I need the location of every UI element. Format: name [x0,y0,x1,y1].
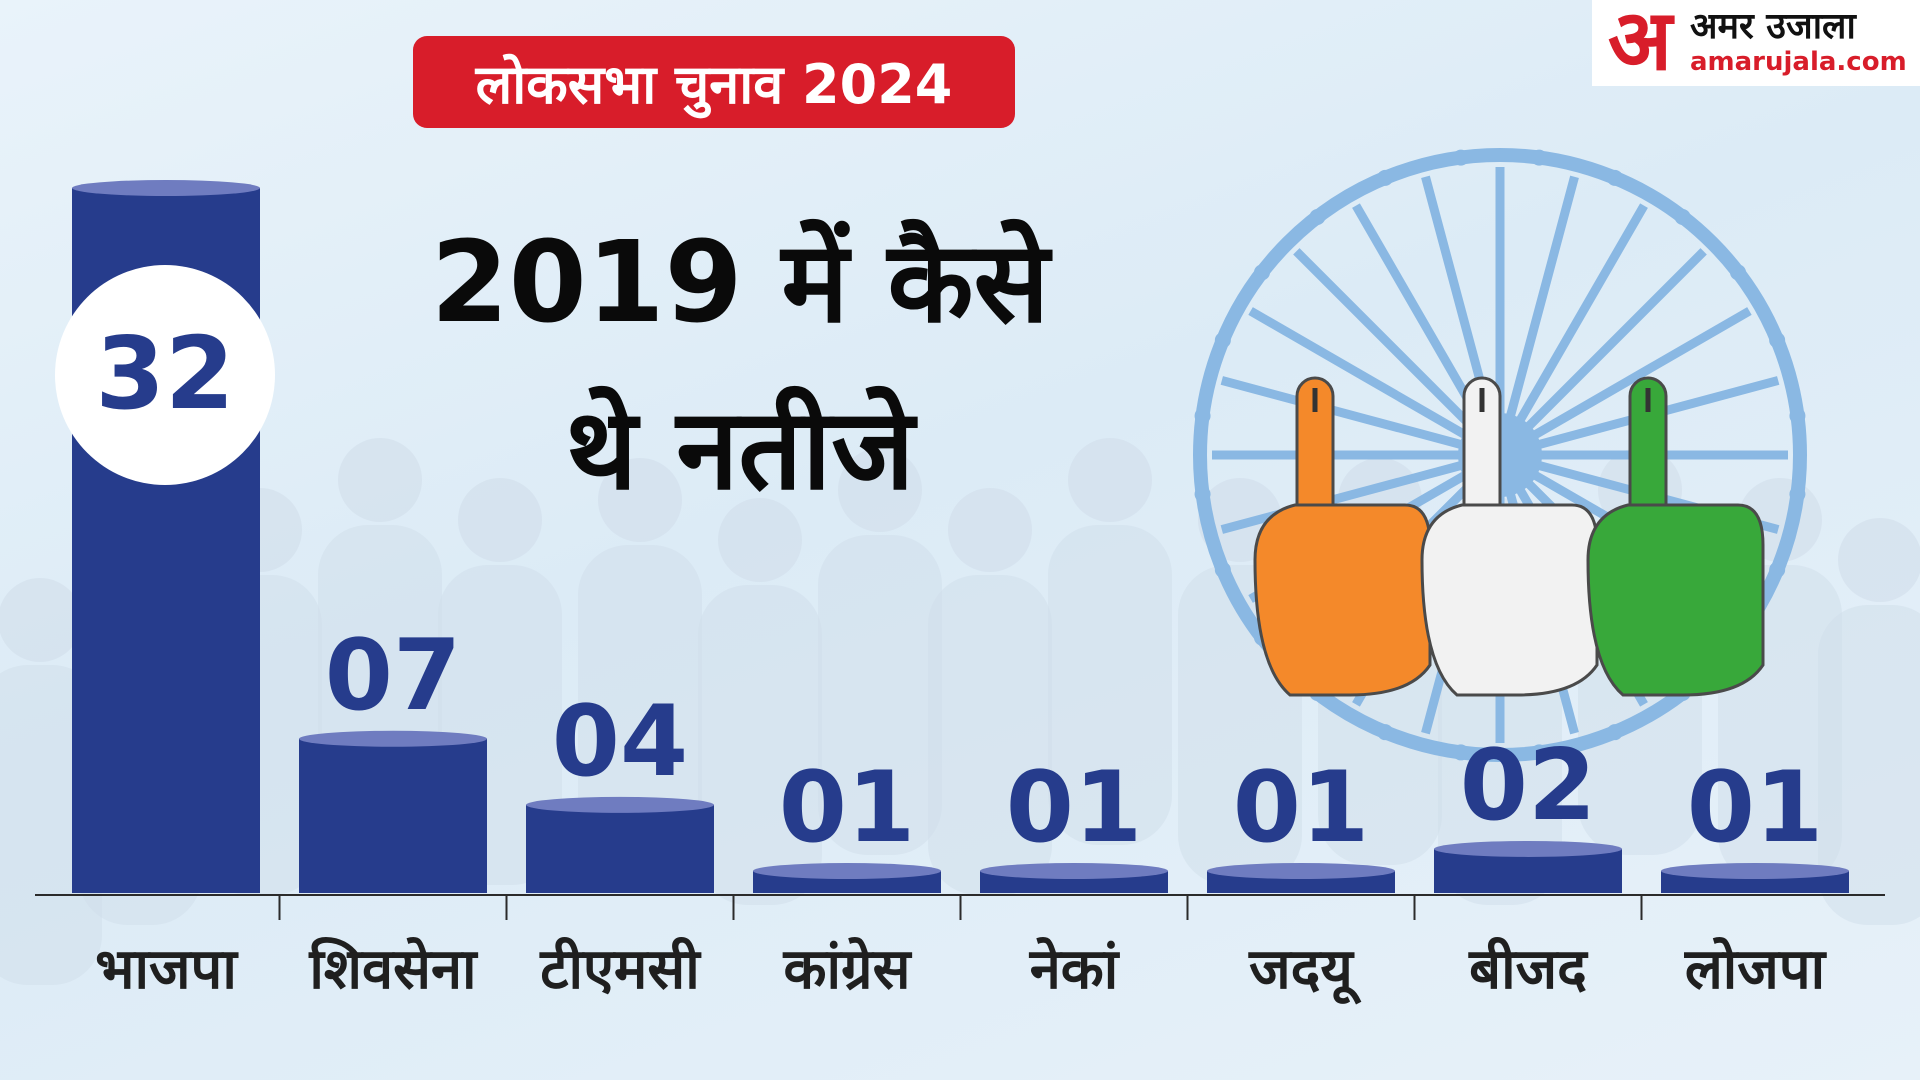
chakra-spoke [1496,203,1648,458]
crowd-body [818,535,942,855]
bar-top-3 [526,796,714,813]
value-label-5: 01 [1006,751,1142,865]
value-labels-group: 32 07 04 01 01 01 02 01 [55,265,1823,865]
chakra-bead [1194,407,1211,424]
chakra-bead [1789,407,1806,424]
election-badge: लोकसभा चुनाव 2024 [413,36,1015,128]
value-label-4: 01 [779,751,915,865]
crowd-head [338,438,422,522]
crowd-body [698,585,822,905]
crowd-head [0,578,82,662]
logo-name: अमर उजाला [1690,6,1856,47]
value-label-3: 04 [552,685,688,799]
category-label-4: कांग्रेस [783,936,913,1002]
crowd-head [948,488,1032,572]
logo-domain: amarujala.com [1690,47,1907,77]
bar-top-1 [72,180,260,196]
fist-shape [1420,503,1599,697]
chakra-bead [1377,724,1394,741]
chakra-bead [1253,264,1270,281]
crowd-head [458,478,542,562]
chakra-bead [1674,208,1691,225]
value-label-1: 32 [95,315,234,432]
chakra-bead [1452,149,1469,166]
chakra-bead [1606,169,1623,186]
chakra-bead [1769,332,1786,349]
chakra-bead [1452,744,1469,761]
bar-2 [299,738,487,893]
chakra-spoke [1496,248,1707,459]
chakra-spoke [1220,450,1502,534]
category-label-5: नेकां [1029,936,1121,1002]
chakra-bead [1730,264,1747,281]
chakra-bead [1606,724,1623,741]
crowd-body [1818,605,1920,925]
chakra-spoke [1220,376,1502,460]
amar-ujala-logo-icon: अ [1607,0,1673,89]
chakra-bead [1769,561,1786,578]
green-voting-finger-icon [1586,376,1765,697]
crowd-head [1838,518,1920,602]
crowd-body [928,575,1052,895]
chakra-bead [1377,169,1394,186]
category-label-8: लोजपा [1684,936,1828,1002]
value-label-7: 02 [1460,729,1596,843]
chakra-spoke [1495,175,1579,457]
crowd-head [718,498,802,582]
bar-top-8 [1661,862,1849,879]
chakra-rim [1193,148,1807,762]
bar-top-4 [753,862,941,879]
category-label-7: बीजद [1468,936,1589,1002]
chakra-bead [1214,561,1231,578]
crowd-body [578,545,702,865]
value-label-6: 01 [1233,751,1369,865]
bar-top-5 [980,862,1168,879]
voting-fingers-illustration [1253,376,1765,697]
category-label-6: जदयू [1248,937,1362,1005]
fist-shape [1253,503,1432,697]
category-label-2: शिवसेना [308,936,479,1002]
crowd-head [598,458,682,542]
fist-shape [1586,503,1765,697]
headline-line-1: 2019 में कैसे [430,218,1050,348]
value-label-2: 07 [325,619,461,733]
white-voting-finger-icon [1420,376,1599,697]
crowd-body [1048,525,1172,845]
category-label-3: टीएमसी [539,936,702,1002]
crowd-head [1068,438,1152,522]
chakra-bead [1531,149,1548,166]
bar-top-7 [1434,840,1622,857]
chakra-bead [1309,208,1326,225]
bar-3 [526,804,714,893]
chakra-bead [1214,332,1231,349]
chakra-bead [1194,486,1211,503]
saffron-voting-finger-icon [1253,376,1432,697]
category-label-1: भाजपा [95,937,239,1002]
headline-line-2: थे नतीजे [565,385,915,515]
category-labels-group: भाजपा शिवसेना टीएमसी कांग्रेस नेकां जदयू बीजद ल… [95,895,1828,1005]
chakra-bead [1531,744,1548,761]
logo-background [1592,0,1920,86]
bar-top-6 [1207,862,1395,879]
value-label-8: 01 [1687,751,1823,865]
chakra-spoke [1248,307,1503,459]
chakra-spoke [1497,307,1752,459]
value-circle-1 [55,265,275,485]
bar-top-2 [299,730,487,747]
chakra-bead [1789,486,1806,503]
crowd-head [838,448,922,532]
